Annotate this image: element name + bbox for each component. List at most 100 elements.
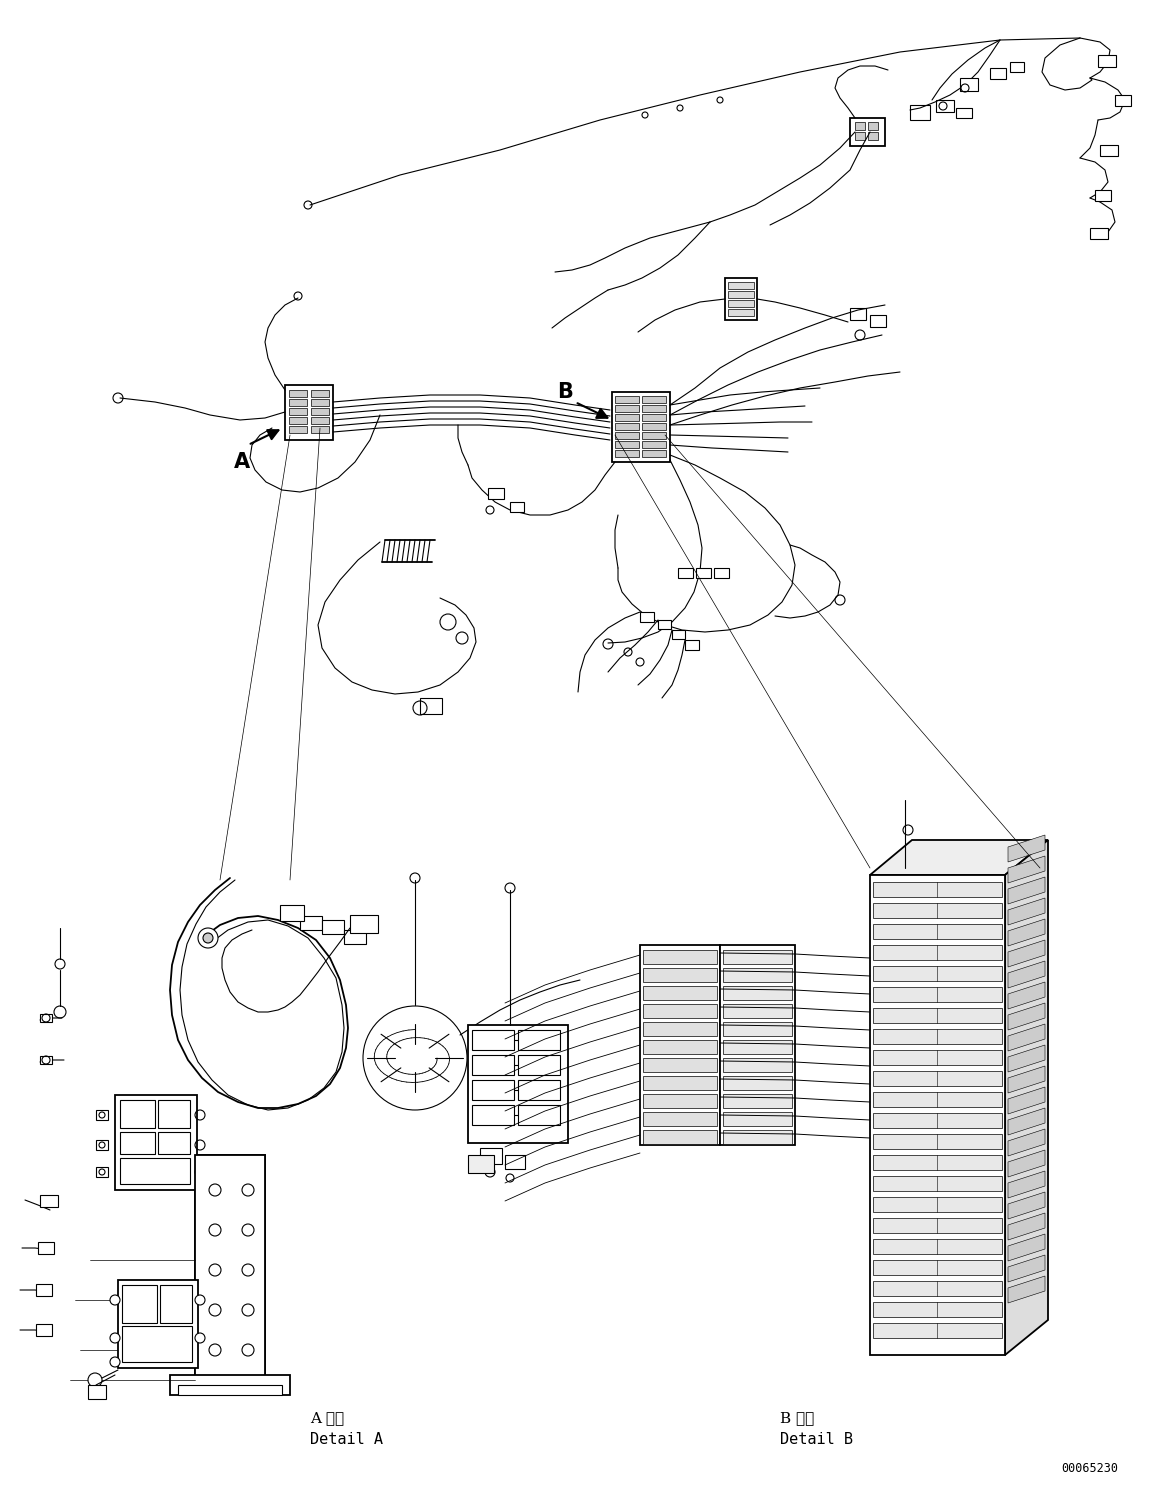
Bar — [873, 987, 1003, 1001]
Bar — [642, 432, 666, 439]
Polygon shape — [1008, 897, 1046, 926]
Circle shape — [209, 1344, 221, 1356]
Bar — [1090, 228, 1108, 240]
Bar — [640, 612, 654, 622]
Bar — [615, 423, 638, 430]
Bar — [873, 945, 1003, 960]
Bar — [956, 109, 972, 118]
Polygon shape — [1008, 1150, 1046, 1177]
Bar — [873, 1113, 1003, 1128]
Bar — [178, 1385, 281, 1396]
Bar — [285, 385, 333, 440]
Bar — [643, 949, 718, 964]
Bar — [643, 1129, 718, 1144]
Bar — [723, 1022, 792, 1036]
Bar — [873, 1051, 1003, 1065]
Bar — [855, 122, 865, 129]
Bar — [122, 1326, 192, 1362]
Text: 00065230: 00065230 — [1062, 1461, 1119, 1475]
Bar — [97, 1110, 108, 1120]
Bar — [117, 1280, 198, 1367]
Bar — [511, 501, 525, 512]
Bar — [615, 440, 638, 448]
Bar — [1096, 190, 1111, 201]
Circle shape — [363, 1006, 468, 1110]
Bar — [936, 100, 954, 112]
Bar — [643, 1076, 718, 1091]
Bar — [518, 1080, 561, 1100]
Bar — [873, 1071, 1003, 1086]
Bar — [728, 310, 754, 315]
Bar — [88, 1385, 106, 1399]
Text: A 詳細: A 詳細 — [311, 1411, 344, 1426]
Bar — [195, 1155, 265, 1390]
Circle shape — [195, 1333, 205, 1344]
Bar — [158, 1100, 190, 1128]
Bar — [723, 987, 792, 1000]
Bar — [288, 399, 307, 406]
Bar — [615, 432, 638, 439]
Bar — [158, 1132, 190, 1155]
Bar — [870, 875, 1005, 1356]
Circle shape — [209, 1303, 221, 1315]
Bar — [642, 449, 666, 457]
Bar — [850, 308, 866, 320]
Bar — [643, 1112, 718, 1126]
Text: Detail A: Detail A — [311, 1433, 383, 1448]
Bar — [122, 1286, 157, 1323]
Bar — [873, 882, 1003, 897]
Bar — [643, 1040, 718, 1054]
Bar — [714, 568, 729, 577]
Polygon shape — [1008, 1088, 1046, 1115]
Polygon shape — [195, 1155, 265, 1390]
Bar — [720, 945, 795, 1144]
Text: B 詳細: B 詳細 — [780, 1411, 814, 1426]
Bar — [120, 1132, 155, 1155]
Bar — [311, 417, 329, 424]
Bar — [728, 292, 754, 298]
Bar — [120, 1158, 190, 1184]
Bar — [420, 698, 442, 714]
Bar — [723, 1112, 792, 1126]
Polygon shape — [1008, 876, 1046, 905]
Bar — [615, 396, 638, 403]
Circle shape — [209, 1184, 221, 1196]
Polygon shape — [1008, 1277, 1046, 1303]
Bar — [1100, 144, 1118, 156]
Bar — [615, 414, 638, 421]
Bar — [868, 132, 878, 140]
Bar — [518, 1055, 561, 1074]
Bar — [115, 1095, 197, 1190]
Bar — [311, 390, 329, 397]
Bar — [643, 987, 718, 1000]
Bar — [288, 417, 307, 424]
Polygon shape — [1008, 1045, 1046, 1071]
Bar — [873, 903, 1003, 918]
Polygon shape — [1008, 961, 1046, 988]
Bar — [40, 1056, 52, 1064]
Circle shape — [242, 1263, 254, 1277]
Bar — [685, 640, 699, 650]
Bar — [728, 283, 754, 289]
Bar — [1115, 95, 1130, 106]
Polygon shape — [1008, 1003, 1046, 1030]
Bar — [615, 449, 638, 457]
Bar — [311, 399, 329, 406]
Bar — [160, 1286, 192, 1323]
Polygon shape — [1005, 841, 1048, 1356]
Bar — [300, 917, 322, 930]
Bar — [990, 68, 1006, 79]
Bar — [678, 568, 693, 577]
Bar — [642, 396, 666, 403]
Bar — [873, 1260, 1003, 1275]
Bar — [868, 122, 878, 129]
Bar — [723, 1129, 792, 1144]
Bar — [344, 930, 366, 943]
Bar — [640, 945, 720, 1144]
Bar — [873, 924, 1003, 939]
Polygon shape — [1008, 1171, 1046, 1198]
Bar — [873, 1323, 1003, 1338]
Bar — [873, 1155, 1003, 1170]
Bar — [36, 1284, 52, 1296]
Circle shape — [198, 929, 217, 948]
